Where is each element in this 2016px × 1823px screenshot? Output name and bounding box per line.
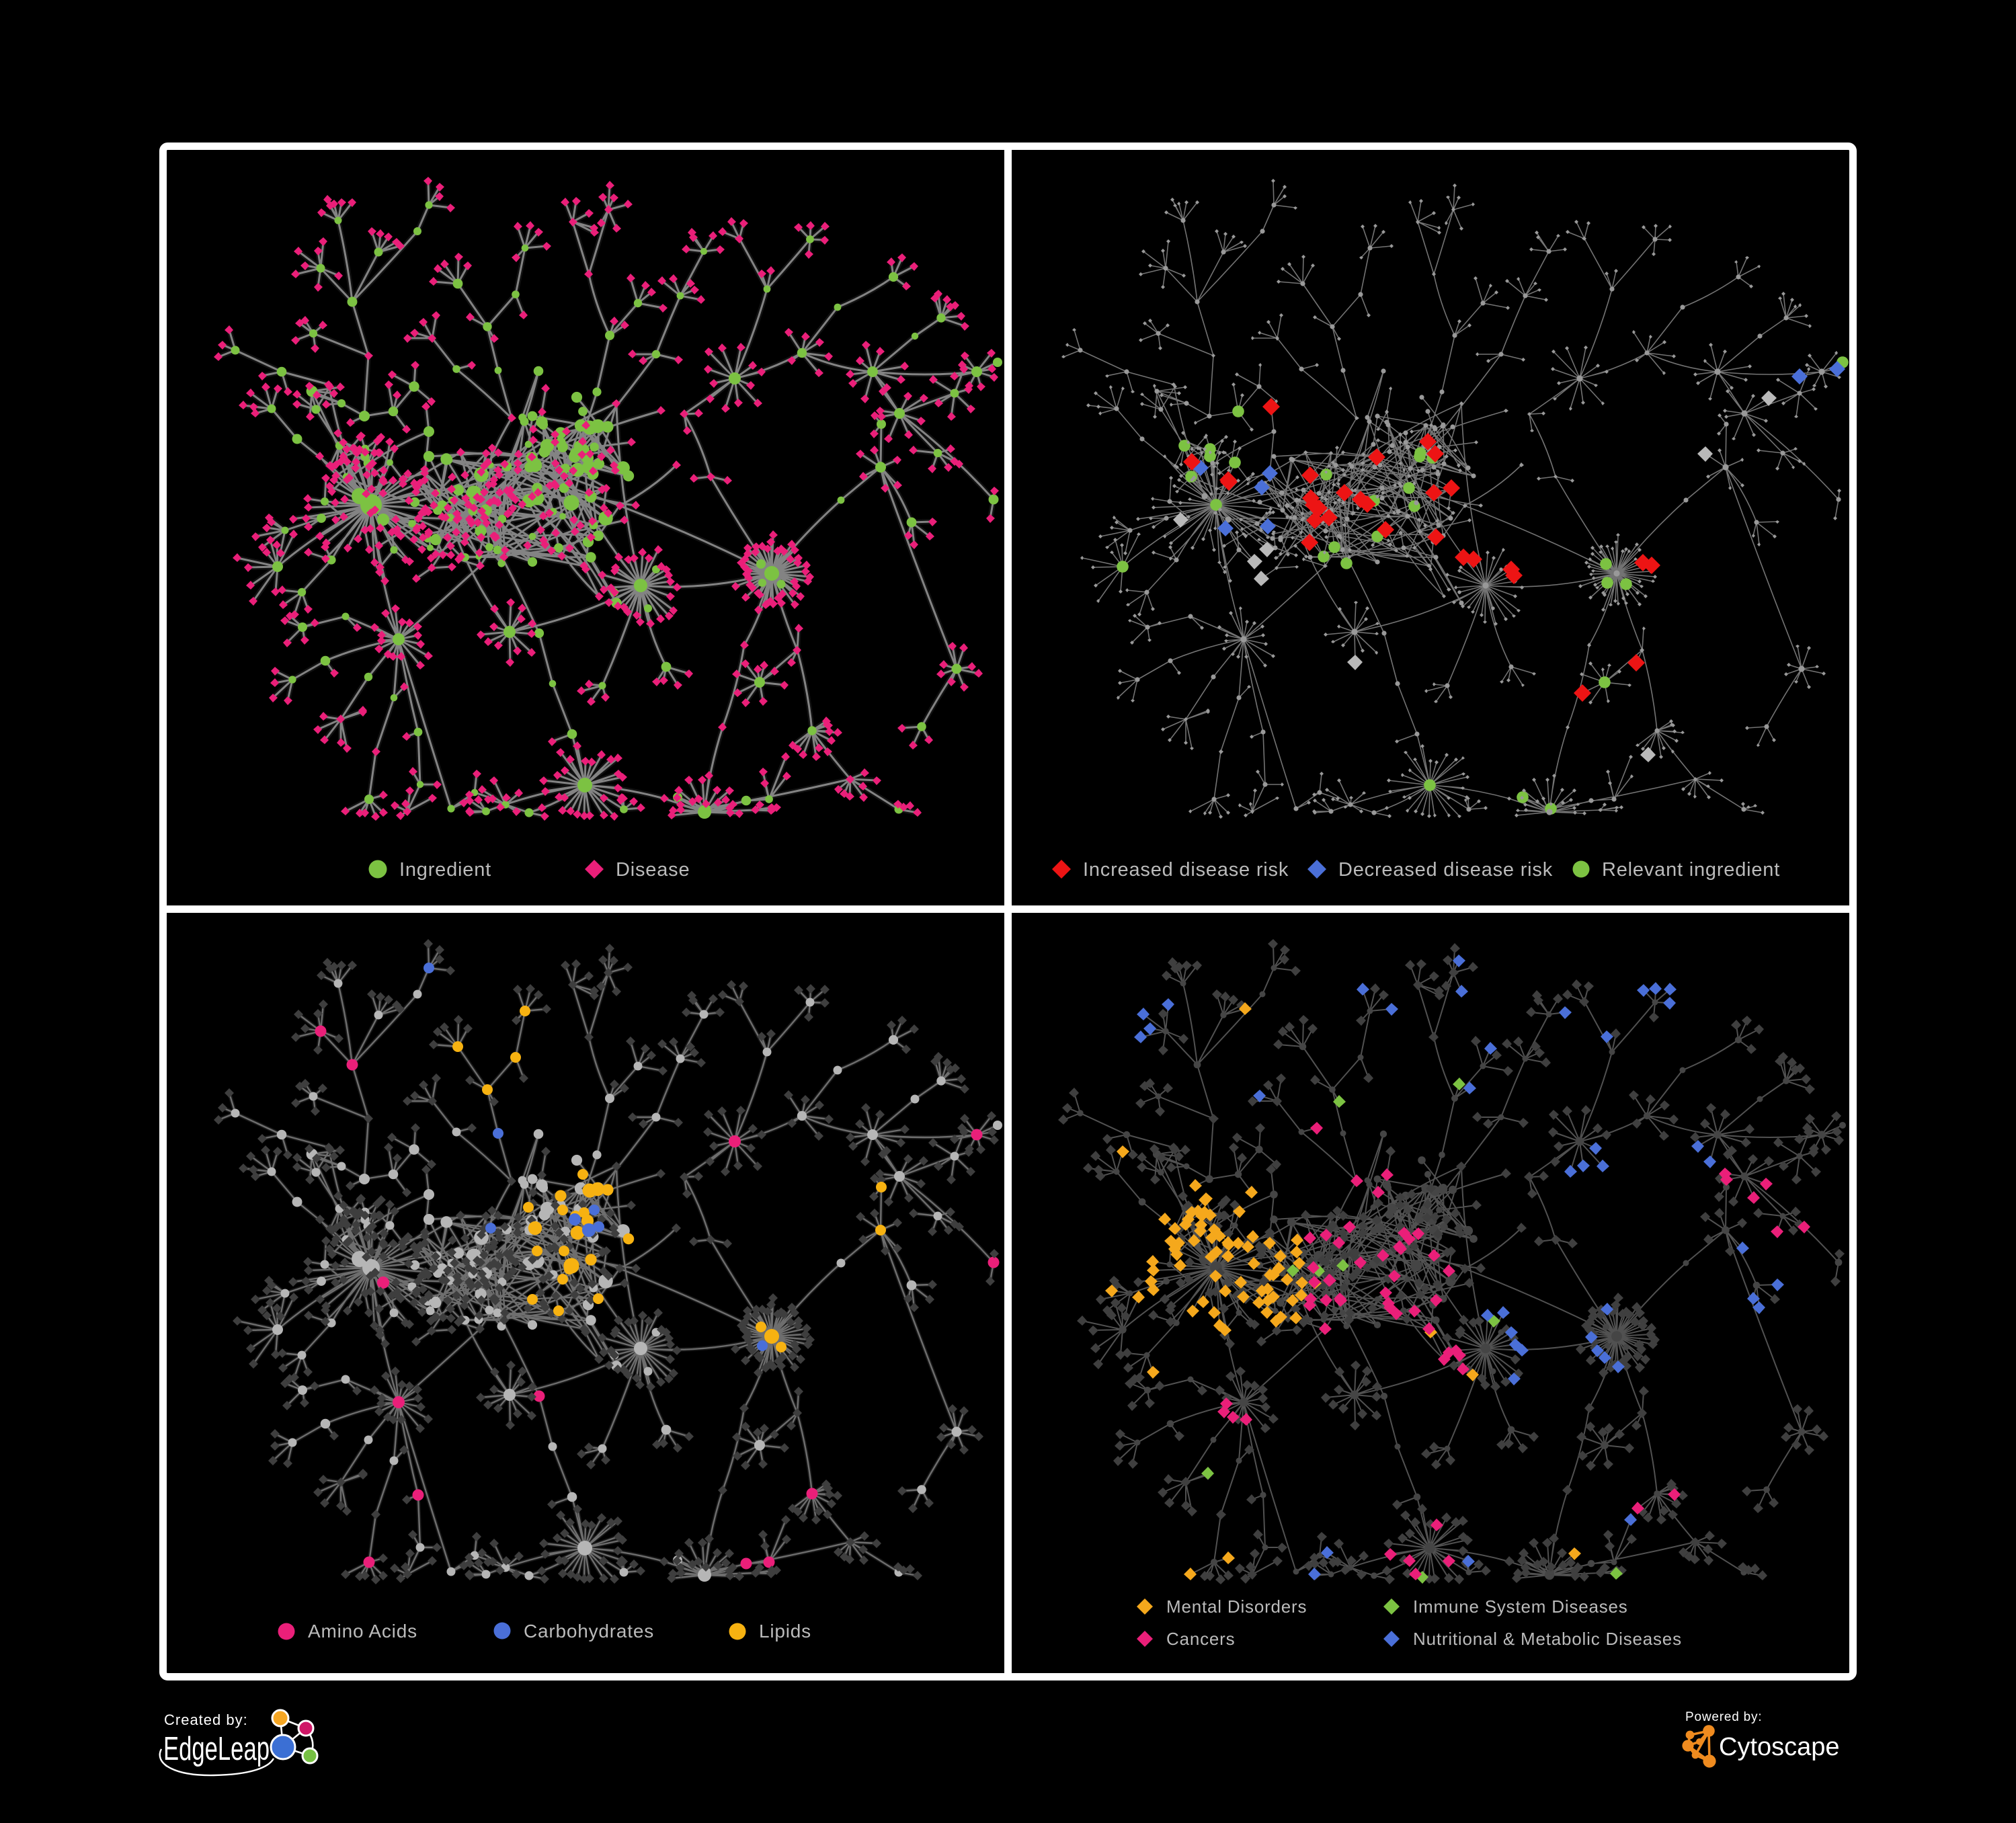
svg-text:Mental Disorders: Mental Disorders: [1166, 1596, 1307, 1617]
svg-text:Carbohydrates: Carbohydrates: [524, 1621, 654, 1642]
svg-text:EdgeLeap: EdgeLeap: [163, 1731, 270, 1767]
svg-text:Disease: Disease: [616, 859, 690, 881]
svg-text:Decreased disease risk: Decreased disease risk: [1338, 859, 1553, 881]
svg-text:Nutritional & Metabolic Diseas: Nutritional & Metabolic Diseases: [1413, 1629, 1682, 1649]
svg-text:Increased disease risk: Increased disease risk: [1083, 859, 1289, 881]
svg-text:Relevant ingredient: Relevant ingredient: [1602, 859, 1780, 881]
svg-text:Immune System Diseases: Immune System Diseases: [1413, 1596, 1628, 1617]
svg-text:Cancers: Cancers: [1166, 1629, 1235, 1649]
svg-text:Created by:: Created by:: [164, 1711, 248, 1728]
svg-text:Cytoscape: Cytoscape: [1719, 1733, 1840, 1761]
svg-text:Ingredient: Ingredient: [399, 859, 491, 881]
svg-text:Powered by:: Powered by:: [1685, 1710, 1762, 1724]
svg-text:Amino Acids: Amino Acids: [308, 1621, 417, 1642]
svg-text:Lipids: Lipids: [759, 1621, 811, 1642]
